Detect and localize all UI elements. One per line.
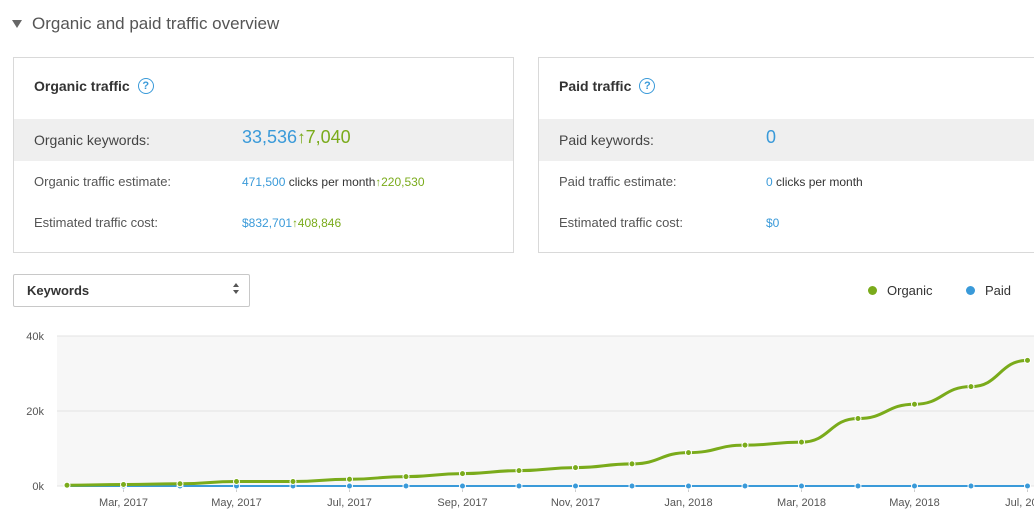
- organic-data-point: [176, 480, 184, 488]
- paid-traffic-unit: clicks per month: [772, 175, 863, 189]
- paid-data-point: [854, 482, 862, 490]
- paid-traffic-card: Paid traffic ? Paid keywords: 0 Paid tra…: [538, 57, 1034, 253]
- organic-data-point: [1024, 356, 1031, 364]
- paid-traffic-value-group: 0 clicks per month: [766, 175, 863, 189]
- section-title: Organic and paid traffic overview: [32, 14, 280, 33]
- x-tick-label: Jul, 2018: [1005, 497, 1034, 509]
- organic-card-title: Organic traffic: [34, 78, 130, 94]
- paid-data-point: [741, 482, 749, 490]
- paid-keywords-value-group: 0: [766, 127, 776, 148]
- paid-data-point: [911, 482, 918, 490]
- paid-cost-value-group: $0: [766, 216, 779, 230]
- paid-data-point: [346, 482, 353, 490]
- paid-data-point: [685, 482, 692, 490]
- paid-keywords-value[interactable]: 0: [766, 127, 777, 147]
- y-tick-label: 40k: [26, 331, 44, 343]
- organic-data-point: [346, 475, 353, 483]
- organic-keywords-value-group: 33,536 ↑ 7,040: [242, 127, 351, 148]
- y-tick-label: 0k: [32, 481, 44, 493]
- organic-traffic-card: Organic traffic ? Organic keywords: 33,5…: [13, 57, 514, 253]
- paid-keywords-row: Paid keywords: 0: [539, 119, 1034, 161]
- organic-help-icon[interactable]: ?: [137, 78, 154, 94]
- organic-keywords-label: Organic keywords:: [34, 132, 150, 148]
- organic-data-point: [685, 449, 692, 457]
- up-arrow-icon: ↑: [292, 218, 298, 230]
- x-tick-label: Mar, 2018: [777, 497, 826, 509]
- organic-legend-dot-icon: [868, 286, 877, 295]
- x-tick-label: May, 2017: [211, 497, 262, 509]
- paid-cost-row: Estimated traffic cost: $0: [539, 215, 1034, 235]
- organic-cost-value-group: $832,701 ↑ 408,846: [242, 216, 341, 230]
- organic-data-point: [967, 383, 975, 391]
- up-arrow-icon: ↑: [375, 177, 382, 189]
- paid-data-point: [1024, 482, 1031, 490]
- paid-data-point: [967, 482, 975, 490]
- organic-traffic-unit: clicks per month: [285, 175, 376, 189]
- organic-traffic-delta: 220,530: [381, 175, 425, 189]
- organic-cost-label: Estimated traffic cost:: [34, 215, 159, 230]
- organic-data-point: [63, 481, 71, 489]
- x-tick-label: Nov, 2017: [551, 497, 600, 509]
- x-tick-label: Sep, 2017: [437, 497, 487, 509]
- metric-select-value: Keywords: [27, 283, 90, 298]
- paid-traffic-label: Paid traffic estimate:: [559, 174, 677, 189]
- paid-cost-label: Estimated traffic cost:: [559, 215, 684, 230]
- organic-data-point: [233, 478, 240, 485]
- organic-cost-delta: 408,846: [297, 216, 342, 230]
- organic-traffic-value[interactable]: 471,500: [242, 175, 286, 189]
- organic-data-point: [572, 464, 579, 472]
- paid-legend-dot-icon: [966, 286, 975, 295]
- organic-cost-value[interactable]: $832,701: [242, 216, 293, 230]
- organic-data-point: [911, 400, 918, 408]
- paid-data-point: [798, 482, 805, 490]
- traffic-line-chart: 0k 20k 40k Mar, 2017 May, 2017 Jul, 2017 Sep, …: [26, 331, 1034, 509]
- paid-data-point: [628, 482, 636, 490]
- organic-card-header: Organic traffic ?: [34, 78, 154, 94]
- paid-card-title: Paid traffic: [559, 78, 632, 94]
- y-tick-label: 20k: [26, 406, 44, 418]
- paid-data-point: [572, 482, 579, 490]
- paid-data-point: [402, 482, 410, 490]
- paid-keywords-label: Paid keywords:: [559, 132, 654, 148]
- paid-card-header: Paid traffic ?: [559, 78, 656, 94]
- x-tick-label: Mar, 2017: [99, 497, 148, 509]
- organic-traffic-row: Organic traffic estimate: 471,500 clicks…: [14, 174, 513, 194]
- organic-data-point: [120, 481, 127, 488]
- organic-data-point: [289, 478, 297, 485]
- legend-item-organic[interactable]: Organic: [868, 283, 933, 298]
- x-tick-label: Jul, 2017: [327, 497, 372, 509]
- organic-keywords-value[interactable]: 33,536: [242, 127, 298, 147]
- organic-data-point: [402, 473, 410, 481]
- paid-traffic-row: Paid traffic estimate: 0 clicks per mont…: [539, 174, 1034, 194]
- legend-label-organic: Organic: [887, 283, 933, 298]
- organic-data-point: [798, 438, 805, 446]
- organic-data-point: [628, 460, 636, 468]
- organic-data-point: [459, 470, 466, 478]
- organic-data-point: [854, 415, 862, 422]
- metric-select[interactable]: Keywords: [13, 274, 250, 307]
- legend-item-paid[interactable]: Paid: [966, 283, 1011, 298]
- paid-cost-value[interactable]: $0: [766, 216, 780, 230]
- organic-keywords-delta: 7,040: [305, 127, 351, 147]
- x-tick-label: Jan, 2018: [664, 497, 712, 509]
- organic-traffic-value-group: 471,500 clicks per month ↑ 220,530: [242, 175, 425, 189]
- paid-help-icon[interactable]: ?: [639, 78, 656, 94]
- x-tick-label: May, 2018: [889, 497, 940, 509]
- organic-keywords-row: Organic keywords: 33,536 ↑ 7,040: [14, 119, 513, 161]
- paid-data-point: [459, 482, 466, 490]
- organic-traffic-label: Organic traffic estimate:: [34, 174, 172, 189]
- collapse-caret-icon[interactable]: [12, 20, 22, 28]
- legend-label-paid: Paid: [985, 283, 1012, 298]
- organic-cost-row: Estimated traffic cost: $832,701 ↑ 408,8…: [14, 215, 513, 235]
- select-arrows-icon: [233, 283, 239, 294]
- section-header[interactable]: Organic and paid traffic overview: [12, 14, 279, 34]
- paid-data-point: [515, 482, 523, 490]
- paid-traffic-value[interactable]: 0: [766, 175, 773, 189]
- organic-data-point: [515, 467, 523, 475]
- organic-data-point: [741, 441, 749, 449]
- up-arrow-icon: ↑: [297, 128, 306, 147]
